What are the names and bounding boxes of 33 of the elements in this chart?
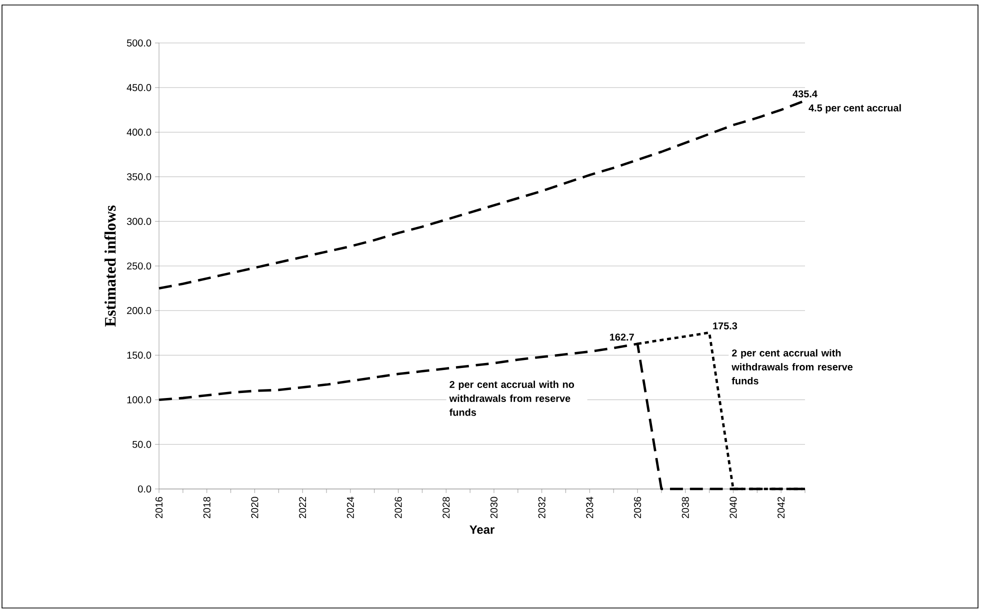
data-label: 435.4 bbox=[792, 90, 818, 98]
x-tick-label: 2016 bbox=[155, 496, 163, 518]
y-tick-label: 500.0 bbox=[126, 39, 152, 47]
x-tick-label: 2032 bbox=[538, 497, 546, 518]
series-label: 2 per cent accrual with no withdrawals from reserve funds bbox=[449, 380, 574, 416]
y-tick-label: 400.0 bbox=[126, 128, 152, 136]
x-tick-label: 2022 bbox=[299, 497, 306, 518]
y-tick-label: 450.0 bbox=[126, 84, 152, 92]
data-label: 175.3 bbox=[713, 322, 738, 330]
series-label: 2 per cent accrual with withdrawals from reserve funds bbox=[732, 349, 853, 384]
y-tick-label: 150.0 bbox=[127, 352, 152, 359]
x-tick-label: 2036 bbox=[634, 496, 642, 518]
y-tick-label: 100.0 bbox=[127, 396, 152, 404]
y-tick-label: 0.0 bbox=[138, 485, 152, 493]
data-label: 162.7 bbox=[610, 334, 634, 341]
y-tick-label: 200.0 bbox=[127, 307, 152, 314]
x-tick-label: 2040 bbox=[730, 496, 737, 518]
x-tick-label: 2034 bbox=[586, 496, 594, 518]
series-label: 4.5 per cent accrual bbox=[808, 104, 901, 114]
x-tick-label: 2020 bbox=[251, 496, 258, 518]
y-tick-label: 250.0 bbox=[127, 262, 152, 270]
x-tick-label: 2026 bbox=[394, 496, 402, 518]
x-axis-title: Year bbox=[470, 526, 494, 534]
x-tick-label: 2028 bbox=[442, 496, 450, 518]
x-tick-label: 2024 bbox=[346, 496, 354, 518]
x-tick-label: 2038 bbox=[682, 496, 689, 518]
y-tick-label: 50.0 bbox=[132, 440, 152, 448]
x-tick-label: 2042 bbox=[778, 497, 785, 518]
x-tick-label: 2018 bbox=[203, 496, 210, 518]
y-tick-label: 350.0 bbox=[126, 173, 152, 180]
y-axis-title: Estimated inflows bbox=[104, 206, 116, 327]
y-tick-label: 300.0 bbox=[126, 218, 152, 225]
x-tick-label: 2030 bbox=[490, 496, 498, 518]
